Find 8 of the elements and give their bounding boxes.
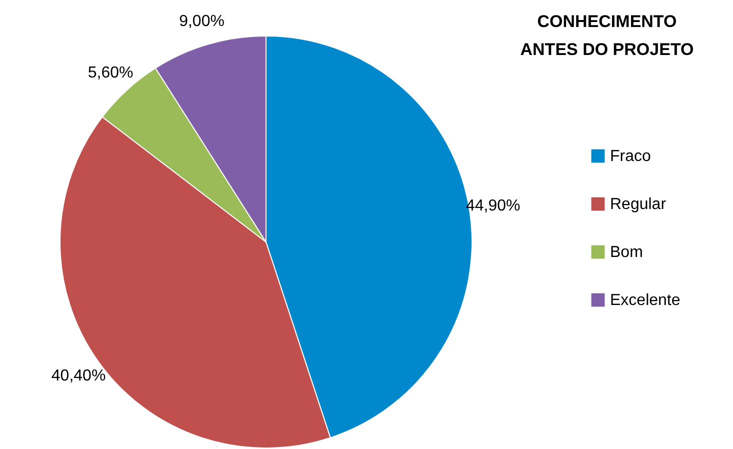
data-label: 9,00% [179,13,224,30]
legend-label: Excelente [610,292,680,309]
legend-label: Fraco [610,148,651,165]
text: CONHECIMENTO ANTES DO PROJETO [520,12,694,59]
legend-label: Regular [610,196,667,213]
legend-label: Bom [610,244,643,261]
data-label: 40,40% [51,367,106,384]
data-label: 5,60% [88,64,134,82]
